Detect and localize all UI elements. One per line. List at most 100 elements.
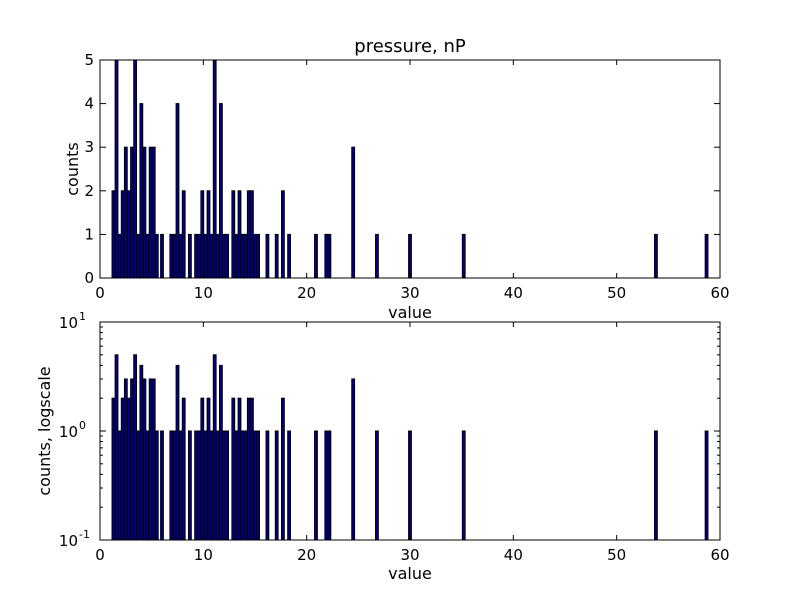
bottom-bar [151, 378, 156, 541]
top-x-tick-label: 0 [95, 284, 105, 302]
bottom-y-tick-label: 10 [59, 314, 78, 332]
top-bar [197, 233, 202, 279]
bottom-bar [123, 378, 128, 541]
top-bar [274, 233, 279, 279]
top-bar [151, 146, 156, 279]
top-bar [375, 233, 379, 279]
top-bar [175, 103, 180, 279]
bottom-bar [654, 430, 658, 541]
top-y-axis-label: counts [63, 142, 82, 195]
bottom-y-axis-label: counts, logscale [35, 366, 54, 495]
bottom-bar [240, 430, 245, 541]
top-bar [327, 233, 332, 279]
top-y-tick-label: 0 [84, 269, 94, 287]
bottom-x-tick-label: 50 [607, 546, 626, 564]
bottom-x-tick-label: 20 [297, 546, 316, 564]
bottom-bar [222, 430, 226, 541]
top-bar [246, 190, 251, 279]
bottom-bar [117, 430, 122, 541]
bottom-x-tick-label: 40 [504, 546, 523, 564]
top-bar [200, 190, 205, 279]
bottom-bar [139, 364, 144, 541]
top-bar [237, 190, 242, 279]
top-bar [160, 233, 164, 279]
top-bar [133, 59, 138, 279]
bottom-bar [133, 354, 138, 541]
bottom-bar [281, 397, 285, 541]
top-bar [287, 233, 292, 279]
bottom-bar [154, 430, 159, 541]
bottom-bar [172, 430, 177, 541]
bottom-bar [197, 430, 202, 541]
top-x-tick-label: 30 [400, 284, 419, 302]
top-bar [240, 233, 245, 279]
top-y-tick-label: 2 [84, 182, 94, 200]
top-bar [203, 233, 208, 279]
bottom-bar [351, 378, 356, 541]
bottom-y-tick-exponent: -1 [79, 528, 90, 541]
top-bar [194, 233, 198, 279]
top-y-tick-label: 3 [84, 138, 94, 156]
top-x-tick-label: 50 [607, 284, 626, 302]
bottom-x-axis-label: value [388, 564, 432, 583]
top-bar [212, 59, 217, 279]
bottom-bar [246, 397, 251, 541]
bottom-x-tick-label: 0 [95, 546, 105, 564]
top-bar [111, 190, 116, 279]
top-bar [117, 233, 122, 279]
top-x-tick-label: 40 [504, 284, 523, 302]
top-bar [136, 233, 141, 279]
bottom-bar [209, 430, 214, 541]
top-chart-title: pressure, nP [354, 36, 466, 57]
bottom-bar [231, 397, 236, 541]
bottom-y-tick-exponent: 0 [79, 419, 86, 432]
top-bar [243, 233, 248, 279]
top-bar [206, 190, 211, 279]
top-bar [461, 233, 466, 279]
bottom-bar [250, 397, 254, 541]
bottom-x-tick-label: 10 [194, 546, 213, 564]
top-bar [225, 233, 229, 279]
bottom-bar [127, 397, 131, 541]
bottom-bar [327, 430, 332, 541]
top-bar [265, 233, 270, 279]
top-bar [253, 233, 257, 279]
bottom-bar [181, 397, 186, 541]
top-x-tick-label: 60 [710, 284, 729, 302]
top-x-tick-label: 10 [194, 284, 213, 302]
top-bar [209, 233, 214, 279]
bottom-bar [237, 397, 242, 541]
bottom-bar [136, 430, 141, 541]
top-bar [120, 190, 125, 279]
top-bar [250, 190, 254, 279]
top-x-tick-label: 20 [297, 284, 316, 302]
bottom-bar [206, 397, 211, 541]
top-bar [145, 233, 150, 279]
top-bar [231, 190, 236, 279]
top-y-tick-label: 5 [84, 51, 94, 69]
bottom-bar [219, 364, 223, 541]
bottom-y-tick-label: 10 [59, 532, 78, 550]
bottom-bar [215, 430, 220, 541]
bottom-bar [314, 430, 318, 541]
bottom-bar [234, 430, 239, 541]
top-x-axis-label: value [388, 303, 432, 322]
bottom-bar [130, 378, 134, 541]
bottom-bar [178, 430, 183, 541]
top-bar [704, 233, 709, 279]
bottom-bar [704, 430, 709, 541]
bottom-bar [265, 430, 270, 541]
bottom-bar [256, 430, 261, 541]
top-bar [139, 103, 144, 279]
bottom-bar [212, 354, 217, 541]
top-bar [169, 233, 174, 279]
top-bar [654, 233, 658, 279]
top-bar [219, 103, 223, 279]
top-bar [148, 146, 153, 279]
top-bar [123, 146, 128, 279]
top-bar [256, 233, 261, 279]
top-bar [127, 190, 131, 279]
